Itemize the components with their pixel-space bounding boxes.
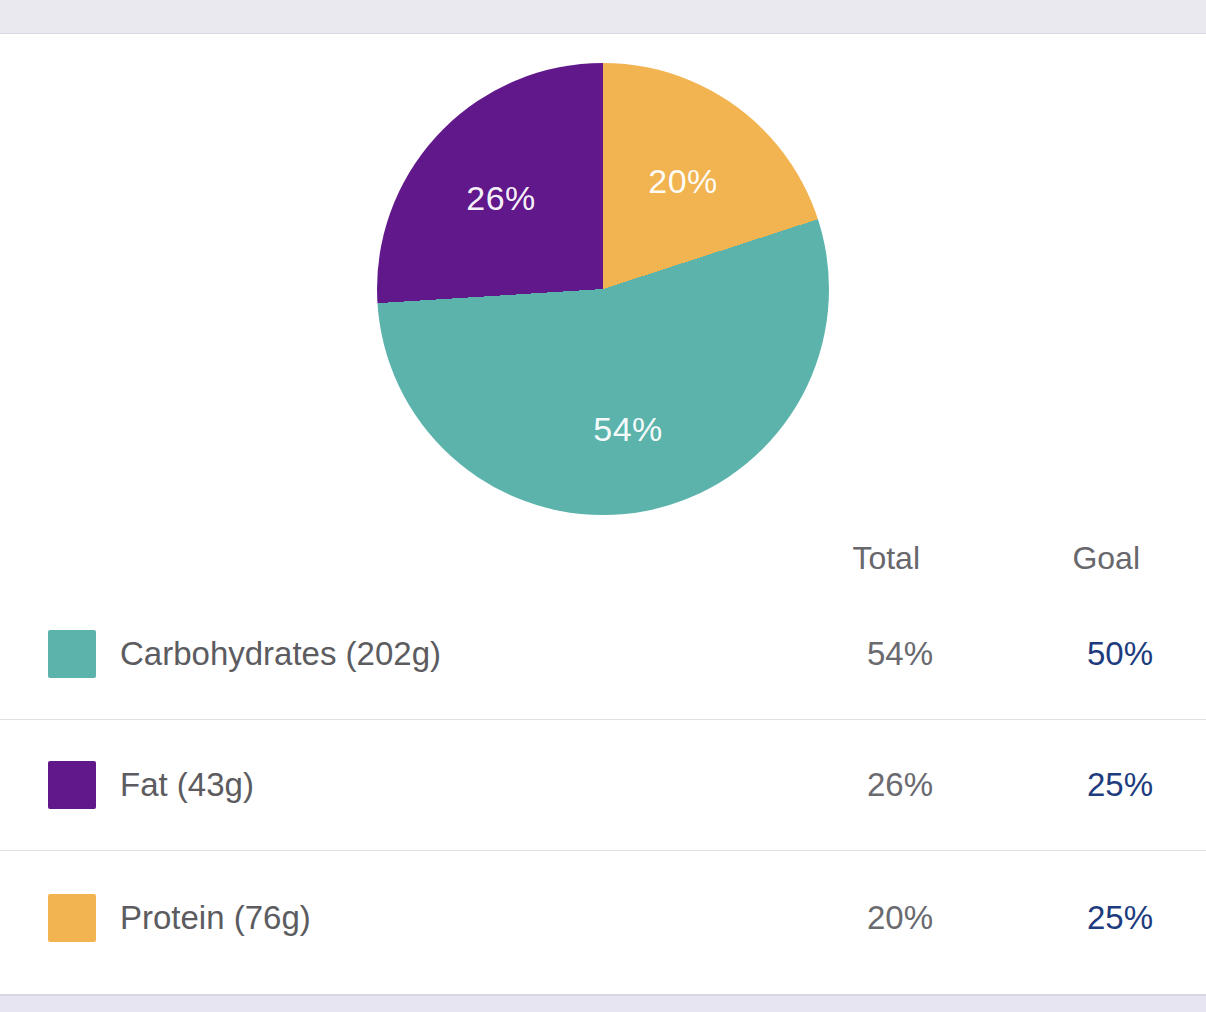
column-header-total: Total <box>733 540 933 577</box>
protein-label: Protein (76g) <box>120 899 733 937</box>
macros-pie-chart: 26% 20% 54% <box>377 63 829 515</box>
table-row-protein: Protein (76g) 20% 25% <box>0 851 1206 985</box>
macros-table-header: Total Goal <box>0 530 1206 586</box>
pie-slice-label-fat: 26% <box>466 179 536 218</box>
fat-label: Fat (43g) <box>120 766 733 804</box>
macros-screen: 26% 20% 54% Total Goal Carbohydrates (20… <box>0 0 1206 1012</box>
protein-color-swatch <box>48 894 96 942</box>
pie-slice-label-carbohydrates: 54% <box>593 410 663 449</box>
carbohydrates-color-swatch <box>48 630 96 678</box>
fat-goal-value[interactable]: 25% <box>933 766 1153 804</box>
fat-total-value: 26% <box>733 766 933 804</box>
column-header-goal: Goal <box>933 540 1153 577</box>
protein-total-value: 20% <box>733 899 933 937</box>
carbohydrates-total-value: 54% <box>733 635 933 673</box>
protein-goal-value[interactable]: 25% <box>933 899 1153 937</box>
pie-slice-label-protein: 20% <box>648 162 718 201</box>
carbohydrates-label: Carbohydrates (202g) <box>120 635 733 673</box>
table-row-fat: Fat (43g) 26% 25% <box>0 720 1206 851</box>
carbohydrates-goal-value[interactable]: 50% <box>933 635 1153 673</box>
table-row-carbohydrates: Carbohydrates (202g) 54% 50% <box>0 589 1206 720</box>
fat-color-swatch <box>48 761 96 809</box>
bottom-inset-bar <box>0 994 1206 1012</box>
top-inset-bar <box>0 0 1206 34</box>
